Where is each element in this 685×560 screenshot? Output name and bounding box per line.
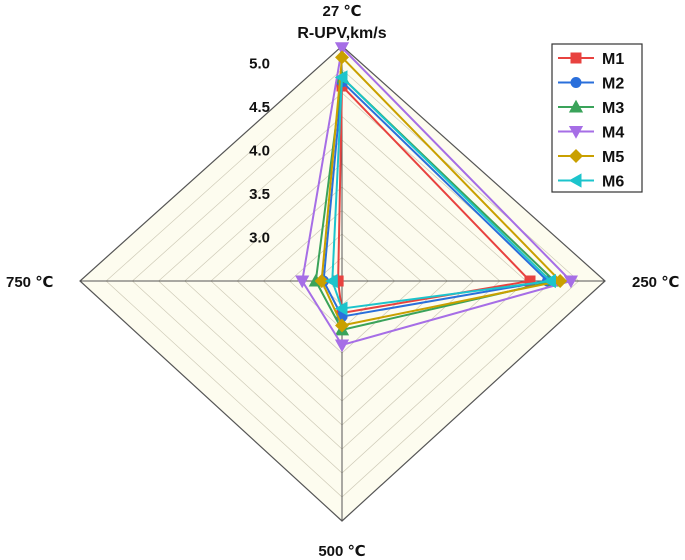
data-point [314, 274, 329, 288]
axis-label-left: 750 ℃ [6, 274, 53, 291]
legend-label: M3 [602, 100, 624, 117]
chart-title: R-UPV,km/s [297, 25, 386, 42]
legend-item: M5 [558, 149, 624, 166]
radial-tick-label: 5.0 [249, 55, 270, 72]
data-point [543, 273, 556, 289]
axis-label-top: 27 ℃ [322, 3, 361, 20]
legend-item: M1 [558, 51, 624, 68]
data-point [335, 50, 349, 65]
data-point [334, 301, 348, 316]
radial-tick-label: 4.0 [249, 142, 270, 159]
data-point [334, 42, 350, 56]
legend-item: M2 [558, 76, 624, 93]
axis-label-bottom: 500 ℃ [318, 543, 365, 560]
legend-box [551, 43, 643, 193]
legend-item: M4 [558, 125, 624, 142]
series-M6 [325, 70, 556, 316]
data-point [325, 273, 338, 289]
legend-marker [568, 126, 584, 139]
radial-tick-label: 3.0 [249, 229, 270, 246]
legend-marker [569, 149, 583, 163]
series-M4 [295, 42, 579, 353]
legend-label: M1 [602, 51, 624, 68]
data-point [553, 274, 568, 288]
legend-marker [570, 52, 582, 64]
data-point [295, 275, 310, 289]
radial-tick-label: 3.5 [249, 186, 270, 203]
series-M5 [314, 50, 568, 333]
legend-label: M2 [602, 76, 624, 93]
legend: M1 M2 M3 M4 M5 M6 [551, 43, 643, 193]
legend-item: M6 [558, 173, 624, 191]
legend-label: M5 [602, 149, 624, 166]
legend-label: M4 [602, 125, 624, 142]
data-point [334, 339, 350, 353]
data-point [334, 70, 348, 85]
data-point [563, 275, 579, 289]
legend-marker [570, 77, 582, 88]
data-point [335, 318, 349, 333]
legend-marker [568, 99, 584, 113]
legend-marker [568, 173, 582, 188]
legend-label: M6 [602, 174, 624, 191]
radial-tick-labels: 3.0 3.5 4.0 4.5 5.0 [249, 55, 270, 246]
axis-labels: 27 ℃ R-UPV,km/s 250 ℃ 500 ℃ 750 ℃ [6, 3, 679, 560]
series-layer [295, 42, 579, 353]
axis-label-right: 250 ℃ [632, 274, 679, 291]
radial-tick-label: 4.5 [249, 99, 270, 116]
legend-item: M3 [558, 99, 624, 117]
